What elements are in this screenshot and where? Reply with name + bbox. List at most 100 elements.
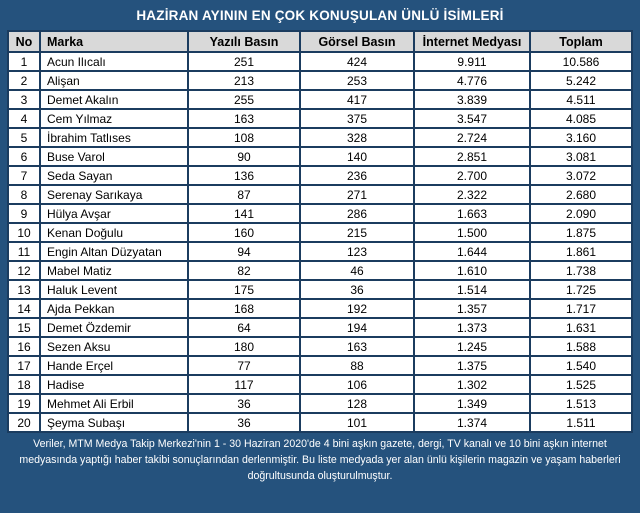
rank-no: 12 (7, 260, 41, 281)
total-value: 4.511 (529, 89, 633, 110)
print-press-value: 64 (187, 317, 301, 338)
print-press-value: 82 (187, 260, 301, 281)
print-press-value: 36 (187, 412, 301, 433)
table-row: 14 Ajda Pekkan 168 192 1.357 1.717 (7, 298, 633, 319)
brand-name: Demet Özdemir (39, 317, 189, 338)
rank-no: 18 (7, 374, 41, 395)
visual-press-value: 215 (299, 222, 415, 243)
print-press-value: 36 (187, 393, 301, 414)
internet-media-value: 1.374 (413, 412, 531, 433)
print-press-value: 108 (187, 127, 301, 148)
visual-press-value: 271 (299, 184, 415, 205)
rank-no: 5 (7, 127, 41, 148)
visual-press-value: 163 (299, 336, 415, 357)
internet-media-value: 1.500 (413, 222, 531, 243)
col-header-internet-media: İnternet Medyası (413, 30, 531, 53)
rank-no: 1 (7, 51, 41, 72)
rank-no: 8 (7, 184, 41, 205)
col-header-brand: Marka (39, 30, 189, 53)
visual-press-value: 46 (299, 260, 415, 281)
brand-name: Hülya Avşar (39, 203, 189, 224)
table-row: 6 Buse Varol 90 140 2.851 3.081 (7, 146, 633, 167)
total-value: 3.081 (529, 146, 633, 167)
print-press-value: 175 (187, 279, 301, 300)
total-value: 1.738 (529, 260, 633, 281)
rank-no: 4 (7, 108, 41, 129)
visual-press-value: 128 (299, 393, 415, 414)
rank-no: 13 (7, 279, 41, 300)
total-value: 4.085 (529, 108, 633, 129)
table-row: 17 Hande Erçel 77 88 1.375 1.540 (7, 355, 633, 376)
print-press-value: 255 (187, 89, 301, 110)
brand-name: Acun Ilıcalı (39, 51, 189, 72)
table-row: 1 Acun Ilıcalı 251 424 9.911 10.586 (7, 51, 633, 72)
print-press-value: 180 (187, 336, 301, 357)
total-value: 2.680 (529, 184, 633, 205)
print-press-value: 251 (187, 51, 301, 72)
internet-media-value: 3.839 (413, 89, 531, 110)
table-row: 12 Mabel Matiz 82 46 1.610 1.738 (7, 260, 633, 281)
visual-press-value: 236 (299, 165, 415, 186)
internet-media-value: 2.322 (413, 184, 531, 205)
total-value: 1.540 (529, 355, 633, 376)
brand-name: Ajda Pekkan (39, 298, 189, 319)
total-value: 5.242 (529, 70, 633, 91)
table-row: 4 Cem Yılmaz 163 375 3.547 4.085 (7, 108, 633, 129)
print-press-value: 163 (187, 108, 301, 129)
print-press-value: 141 (187, 203, 301, 224)
internet-media-value: 1.357 (413, 298, 531, 319)
brand-name: Sezen Aksu (39, 336, 189, 357)
table-row: 5 İbrahim Tatlıses 108 328 2.724 3.160 (7, 127, 633, 148)
rank-no: 19 (7, 393, 41, 414)
rank-no: 11 (7, 241, 41, 262)
internet-media-value: 9.911 (413, 51, 531, 72)
rank-no: 6 (7, 146, 41, 167)
rank-no: 10 (7, 222, 41, 243)
visual-press-value: 88 (299, 355, 415, 376)
total-value: 1.513 (529, 393, 633, 414)
rank-no: 9 (7, 203, 41, 224)
print-press-value: 168 (187, 298, 301, 319)
table-row: 16 Sezen Aksu 180 163 1.245 1.588 (7, 336, 633, 357)
brand-name: Alişan (39, 70, 189, 91)
internet-media-value: 1.663 (413, 203, 531, 224)
visual-press-value: 36 (299, 279, 415, 300)
rank-no: 15 (7, 317, 41, 338)
brand-name: Hande Erçel (39, 355, 189, 376)
total-value: 3.160 (529, 127, 633, 148)
total-value: 1.511 (529, 412, 633, 433)
visual-press-value: 101 (299, 412, 415, 433)
visual-press-value: 424 (299, 51, 415, 72)
brand-name: Kenan Doğulu (39, 222, 189, 243)
table-row: 8 Serenay Sarıkaya 87 271 2.322 2.680 (7, 184, 633, 205)
internet-media-value: 1.514 (413, 279, 531, 300)
internet-media-value: 1.610 (413, 260, 531, 281)
brand-name: Şeyma Subaşı (39, 412, 189, 433)
brand-name: Mehmet Ali Erbil (39, 393, 189, 414)
total-value: 1.717 (529, 298, 633, 319)
table-row: 10 Kenan Doğulu 160 215 1.500 1.875 (7, 222, 633, 243)
total-value: 1.725 (529, 279, 633, 300)
total-value: 10.586 (529, 51, 633, 72)
internet-media-value: 1.373 (413, 317, 531, 338)
table-row: 18 Hadise 117 106 1.302 1.525 (7, 374, 633, 395)
internet-media-value: 2.724 (413, 127, 531, 148)
internet-media-value: 1.245 (413, 336, 531, 357)
table-row: 20 Şeyma Subaşı 36 101 1.374 1.511 (7, 412, 633, 433)
col-header-print-press: Yazılı Basın (187, 30, 301, 53)
internet-media-value: 1.375 (413, 355, 531, 376)
visual-press-value: 123 (299, 241, 415, 262)
internet-media-value: 2.700 (413, 165, 531, 186)
total-value: 1.875 (529, 222, 633, 243)
total-value: 2.090 (529, 203, 633, 224)
print-press-value: 213 (187, 70, 301, 91)
page-title: HAZİRAN AYININ EN ÇOK KONUŞULAN ÜNLÜ İSİ… (136, 8, 504, 23)
internet-media-value: 3.547 (413, 108, 531, 129)
internet-media-value: 1.644 (413, 241, 531, 262)
brand-name: Cem Yılmaz (39, 108, 189, 129)
table-row: 3 Demet Akalın 255 417 3.839 4.511 (7, 89, 633, 110)
visual-press-value: 106 (299, 374, 415, 395)
print-press-value: 94 (187, 241, 301, 262)
